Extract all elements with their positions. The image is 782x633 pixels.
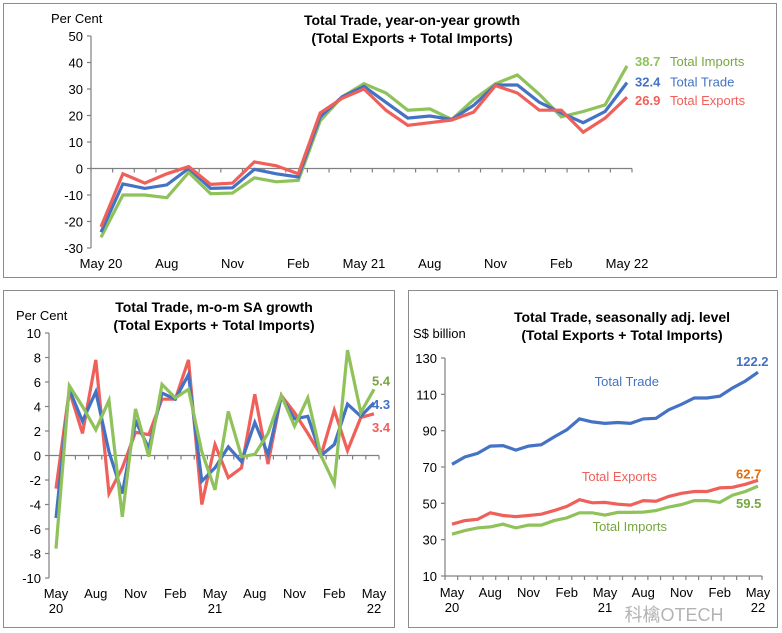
- y-axis-unit-label: Per Cent: [16, 308, 68, 323]
- y-tick-label: -4: [29, 498, 41, 513]
- yoy-growth-chart-panel: Total Trade, year-on-year growth (Total …: [3, 3, 777, 278]
- x-tick-label: May 20: [80, 256, 123, 271]
- y-tick-label: -8: [29, 547, 41, 562]
- x-tick-label-year: 20: [49, 601, 63, 616]
- series-name-label: Total Imports: [670, 54, 745, 69]
- y-tick-label: 10: [423, 569, 437, 584]
- y-tick-label: 130: [415, 351, 437, 366]
- y-tick-label: -2: [29, 473, 41, 488]
- y-tick-label: -6: [29, 522, 41, 537]
- x-tick-label: Aug: [418, 256, 441, 271]
- y-tick-label: 4: [34, 400, 41, 415]
- x-tick-label-year: 22: [367, 601, 381, 616]
- x-tick-label: Feb: [709, 585, 731, 600]
- y-tick-label: 10: [69, 135, 83, 150]
- x-tick-label: May: [746, 585, 771, 600]
- end-value-label: 38.7: [635, 54, 660, 69]
- x-tick-label: Aug: [479, 585, 502, 600]
- y-tick-label: -10: [64, 188, 83, 203]
- x-tick-label: Feb: [287, 256, 309, 271]
- x-tick-label: May: [593, 585, 618, 600]
- x-tick-label: May: [440, 585, 465, 600]
- end-value-label: 26.9: [635, 93, 660, 108]
- y-axis-unit-label: S$ billion: [413, 326, 466, 341]
- x-tick-label: Feb: [164, 586, 186, 601]
- end-value-label: 4.3: [372, 397, 390, 412]
- y-tick-label: 90: [423, 424, 437, 439]
- x-tick-label: Feb: [550, 256, 572, 271]
- y-tick-label: -10: [22, 571, 41, 586]
- series-name-label: Total Exports: [582, 469, 658, 484]
- y-tick-label: 110: [416, 387, 437, 402]
- y-tick-label: 30: [423, 533, 437, 548]
- mom-growth-chart: Total Trade, m-o-m SA growth (Total Expo…: [16, 299, 391, 616]
- x-tick-label: Aug: [155, 256, 178, 271]
- chart-title: Total Trade, m-o-m SA growth: [115, 299, 313, 315]
- end-value-label: 3.4: [372, 420, 391, 435]
- x-tick-label: May 22: [606, 256, 649, 271]
- x-tick-label: Nov: [221, 256, 245, 271]
- y-tick-label: 50: [69, 29, 83, 44]
- y-tick-label: 6: [34, 375, 41, 390]
- x-tick-label: Nov: [283, 586, 307, 601]
- mom-growth-chart-panel: Total Trade, m-o-m SA growth (Total Expo…: [3, 290, 395, 628]
- x-tick-label: Aug: [632, 585, 655, 600]
- chart-title: Total Trade, seasonally adj. level: [514, 309, 730, 325]
- x-tick-label-year: 21: [598, 600, 612, 615]
- y-tick-label: 2: [34, 424, 41, 439]
- sa-level-chart: Total Trade, seasonally adj. level (Tota…: [413, 309, 771, 625]
- y-tick-label: 0: [76, 162, 83, 177]
- y-tick-label: 8: [34, 351, 41, 366]
- x-tick-label: Nov: [517, 585, 541, 600]
- y-axis-unit-label: Per Cent: [51, 11, 103, 26]
- x-tick-label: May: [44, 586, 69, 601]
- x-tick-label: Feb: [556, 585, 578, 600]
- end-value-label: 32.4: [635, 75, 661, 90]
- y-tick-label: -30: [64, 241, 83, 256]
- y-tick-label: 10: [27, 326, 41, 341]
- y-tick-label: 70: [423, 460, 437, 475]
- y-tick-label: 50: [423, 496, 437, 511]
- x-tick-label: Aug: [243, 586, 266, 601]
- end-value-label: 5.4: [372, 373, 391, 388]
- end-value-label: 122.2: [736, 354, 769, 369]
- y-tick-label: 30: [69, 82, 83, 97]
- x-tick-label: May: [203, 586, 228, 601]
- x-tick-label-year: 21: [208, 601, 222, 616]
- watermark: 科檎OTECH: [625, 605, 724, 625]
- yoy-growth-chart: Total Trade, year-on-year growth (Total …: [51, 11, 746, 271]
- x-tick-label-year: 22: [751, 600, 765, 615]
- series-line-total-trade: [99, 81, 629, 233]
- sa-level-chart-panel: Total Trade, seasonally adj. level (Tota…: [408, 290, 778, 628]
- x-tick-label: May 21: [343, 256, 386, 271]
- y-tick-label: 40: [69, 56, 83, 71]
- x-tick-label: May: [362, 586, 387, 601]
- end-value-label: 59.5: [736, 496, 761, 511]
- y-tick-label: -20: [64, 215, 83, 230]
- chart-subtitle: (Total Exports + Total Imports): [521, 327, 722, 343]
- series-name-label: Total Trade: [595, 374, 659, 389]
- x-tick-label: Nov: [670, 585, 694, 600]
- x-tick-label-year: 20: [445, 600, 459, 615]
- series-name-label: Total Trade: [670, 75, 734, 90]
- series-line-total-imports: [99, 65, 629, 239]
- chart-subtitle: (Total Exports + Total Imports): [113, 317, 314, 333]
- series-name-label: Total Exports: [670, 93, 746, 108]
- chart-subtitle: (Total Exports + Total Imports): [311, 30, 512, 46]
- end-value-label: 62.7: [736, 466, 761, 481]
- y-tick-label: 0: [34, 449, 41, 464]
- chart-title: Total Trade, year-on-year growth: [304, 12, 520, 28]
- y-tick-label: 20: [69, 109, 83, 124]
- x-tick-label: Feb: [323, 586, 345, 601]
- series-name-label: Total Imports: [593, 519, 668, 534]
- x-tick-label: Nov: [124, 586, 148, 601]
- x-tick-label: Nov: [484, 256, 508, 271]
- x-tick-label: Aug: [84, 586, 107, 601]
